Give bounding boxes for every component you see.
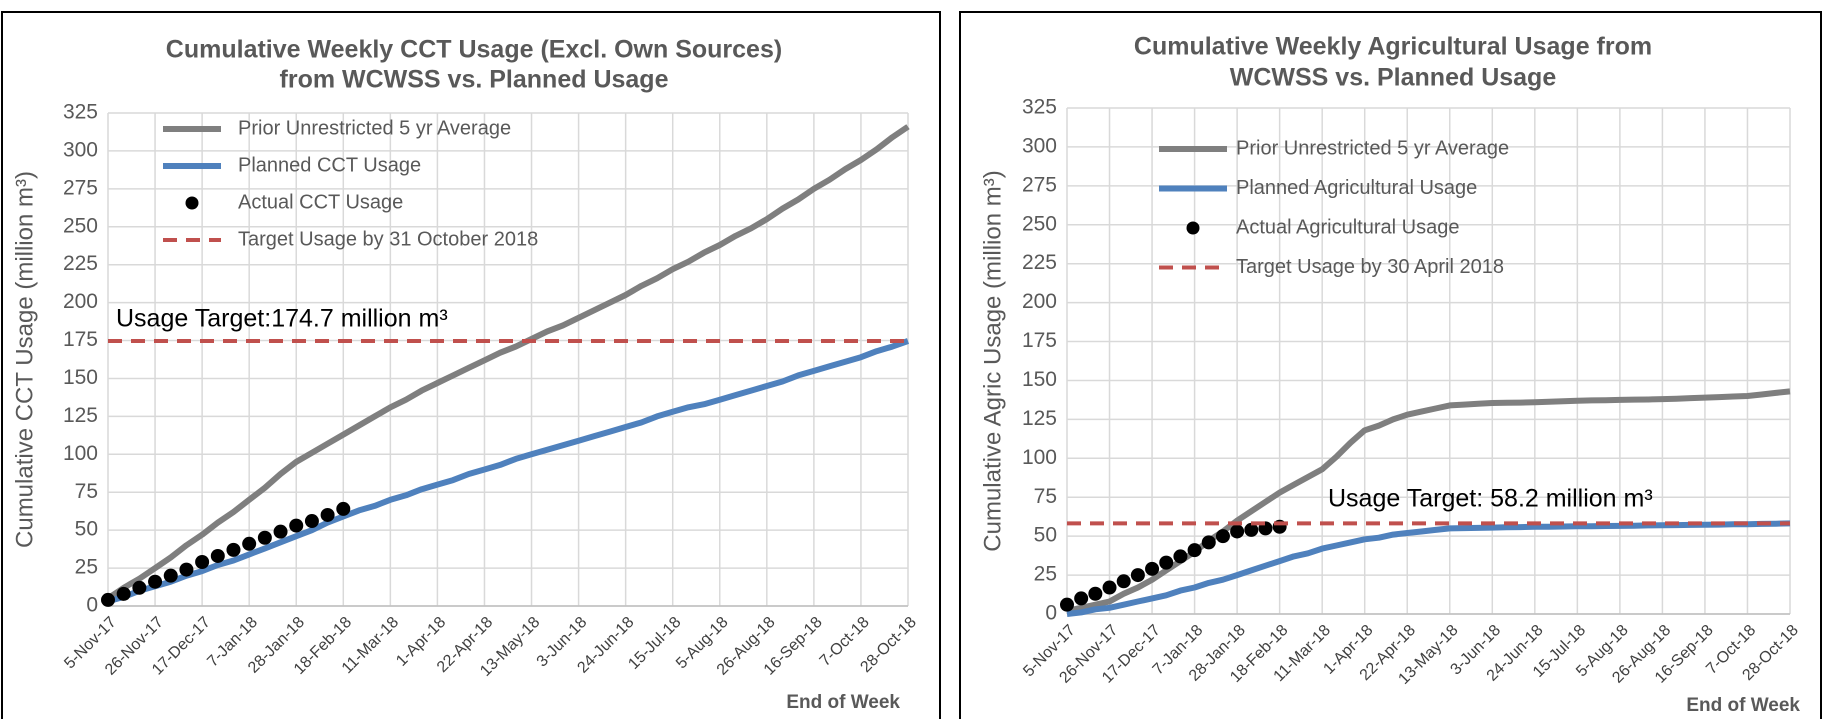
y-tick-label: 100 [63, 442, 98, 465]
series-line [106, 124, 910, 601]
data-point [1130, 568, 1145, 583]
data-point [101, 592, 115, 607]
y-tick-label: 175 [1022, 329, 1057, 352]
data-point [273, 524, 288, 539]
data-point [210, 548, 225, 563]
y-tick-label: 125 [63, 404, 98, 427]
data-point [1088, 586, 1103, 601]
y-tick-label: 325 [63, 101, 98, 124]
data-point [289, 518, 304, 533]
data-point [1159, 555, 1174, 570]
y-tick-label: 225 [63, 252, 98, 275]
y-tick-label: 275 [63, 176, 98, 199]
data-point [195, 555, 210, 570]
y-tick-label: 75 [1034, 485, 1057, 508]
data-point [179, 562, 194, 577]
data-point [1244, 522, 1259, 537]
y-tick-label: 150 [1022, 368, 1057, 391]
y-tick-label: 0 [1045, 602, 1057, 625]
annotation: Usage Target:174.7 million m³ [116, 305, 448, 333]
chart-title: from WCWSS vs. Planned Usage [280, 66, 669, 94]
panel-border [1, 11, 941, 719]
data-point [1116, 574, 1131, 589]
y-tick-label: 250 [63, 214, 98, 237]
series-line [1066, 388, 1791, 614]
y-tick-label: 200 [63, 290, 98, 313]
legend-label: Target Usage by 31 October 2018 [238, 228, 538, 250]
data-point [1060, 597, 1074, 612]
data-point [320, 507, 335, 522]
y-tick-label: 325 [1022, 96, 1057, 119]
y-tick-label: 150 [63, 366, 98, 389]
data-point [1201, 535, 1216, 550]
annotation: Usage Target: 58.2 million m³ [1328, 485, 1653, 513]
legend-label: Target Usage by 30 April 2018 [1236, 256, 1504, 278]
y-tick-label: 225 [1022, 251, 1057, 274]
data-point [336, 501, 351, 516]
data-point [116, 586, 131, 601]
data-point [242, 536, 257, 551]
y-tick-label: 250 [1022, 212, 1057, 235]
x-axis-label: End of Week [1686, 695, 1800, 716]
y-tick-label: 50 [75, 518, 98, 541]
data-point [148, 574, 163, 589]
data-point [1102, 580, 1117, 595]
legend-swatch [1186, 221, 1200, 235]
y-tick-label: 275 [1022, 173, 1057, 196]
data-point [132, 580, 147, 595]
y-tick-label: 200 [1022, 290, 1057, 313]
y-tick-label: 300 [1022, 134, 1057, 157]
panel-border [959, 11, 1822, 719]
legend-label: Prior Unrestricted 5 yr Average [238, 117, 511, 139]
data-point [304, 514, 319, 529]
y-tick-label: 100 [1022, 446, 1057, 469]
chart-title: Cumulative Weekly Agricultural Usage fro… [1134, 33, 1652, 61]
y-tick-label: 25 [1034, 563, 1057, 586]
legend-label: Prior Unrestricted 5 yr Average [1236, 137, 1509, 159]
y-axis-label: Cumulative CCT Usage (million m³) [11, 171, 38, 548]
legend-label: Planned CCT Usage [238, 154, 421, 176]
y-tick-label: 50 [1034, 524, 1057, 547]
legend-label: Actual CCT Usage [238, 191, 403, 213]
x-axis-label: End of Week [786, 692, 900, 713]
y-tick-label: 75 [75, 480, 98, 503]
y-tick-label: 25 [75, 556, 98, 579]
legend-swatch [185, 196, 199, 210]
data-point [1074, 591, 1089, 606]
data-point [1230, 524, 1245, 539]
data-point [226, 542, 241, 557]
y-tick-label: 0 [86, 594, 98, 617]
data-point [257, 530, 272, 545]
y-tick-label: 175 [63, 328, 98, 351]
y-axis-label: Cumulative Agric Usage (million m³) [979, 170, 1006, 551]
series-line [107, 338, 910, 605]
legend-label: Actual Agricultural Usage [1236, 216, 1459, 238]
y-tick-label: 125 [1022, 407, 1057, 430]
data-point [1173, 549, 1188, 564]
legend-label: Planned Agricultural Usage [1236, 177, 1477, 199]
chart-title: Cumulative Weekly CCT Usage (Excl. Own S… [166, 36, 782, 64]
data-point [1187, 543, 1202, 558]
chart-title: WCWSS vs. Planned Usage [1230, 64, 1557, 92]
data-point [1145, 561, 1160, 576]
y-tick-label: 300 [63, 138, 98, 161]
data-point [163, 568, 178, 583]
data-point [1215, 529, 1230, 544]
series-line [1066, 520, 1791, 617]
